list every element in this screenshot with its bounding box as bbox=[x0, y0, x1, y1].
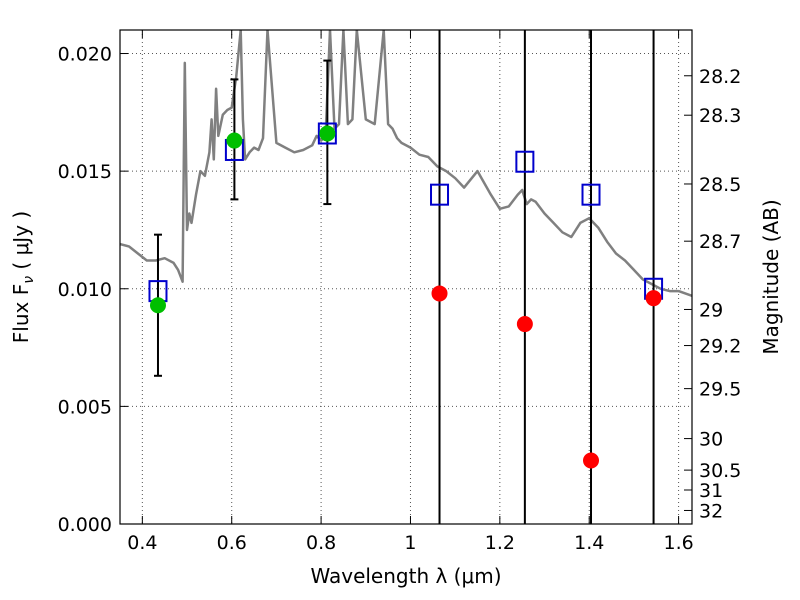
upper-limit-point bbox=[431, 285, 448, 302]
y-axis-label: Flux Fν ( μJy ) bbox=[9, 211, 37, 343]
mag-tick-label: 30 bbox=[699, 429, 723, 451]
y-tick-label: 0.015 bbox=[58, 161, 112, 183]
x-tick-label: 0.4 bbox=[127, 532, 157, 554]
x-tick-label: 1.6 bbox=[663, 532, 693, 554]
upper-limit-point bbox=[516, 316, 533, 333]
model-band-square bbox=[515, 150, 535, 173]
mag-tick-label: 29.5 bbox=[699, 379, 741, 401]
mag-tick-label: 28.5 bbox=[699, 174, 741, 196]
y2-axis-label: Magnitude (AB) bbox=[759, 199, 783, 354]
mag-tick-label: 28.2 bbox=[699, 66, 741, 88]
x-tick-label: 1 bbox=[404, 532, 416, 554]
mag-tick-label: 28.7 bbox=[699, 231, 741, 253]
left-axis: 0.000 0.005 0.010 0.015 0.020 bbox=[58, 44, 128, 536]
observed-point bbox=[149, 297, 166, 314]
x-tick-label: 0.6 bbox=[217, 532, 247, 554]
mag-tick-label: 28.3 bbox=[699, 105, 741, 127]
mag-tick-label: 29.2 bbox=[699, 336, 741, 358]
y-axis-label-sub: ν bbox=[21, 276, 37, 284]
y-tick-label: 0.020 bbox=[58, 44, 112, 66]
x-tick-label: 1.2 bbox=[485, 532, 515, 554]
upper-limit-point bbox=[583, 452, 600, 469]
upper-limit-point bbox=[645, 290, 662, 307]
bottom-axis: 0.4 0.6 0.8 1 1.2 1.4 1.6 bbox=[127, 30, 694, 554]
observed-point bbox=[319, 125, 336, 142]
y-axis-label-units: ( μJy ) bbox=[9, 211, 33, 276]
mag-tick-label: 32 bbox=[699, 500, 723, 522]
model-band-square bbox=[430, 183, 450, 206]
observed-point bbox=[226, 132, 243, 149]
mag-tick-label: 31 bbox=[699, 480, 723, 502]
model-band-square bbox=[581, 183, 601, 206]
y-tick-label: 0.000 bbox=[58, 514, 112, 536]
plot-content bbox=[120, 30, 692, 524]
x-tick-label: 0.8 bbox=[306, 532, 336, 554]
y-axis-label-main: Flux F bbox=[9, 284, 33, 343]
model-spectrum-line bbox=[120, 30, 692, 297]
mag-tick-label: 29 bbox=[699, 299, 723, 321]
plot-frame bbox=[119, 29, 693, 525]
plot-area bbox=[119, 29, 693, 525]
x-tick-label: 1.4 bbox=[574, 532, 604, 554]
x-axis-label: Wavelength λ (μm) bbox=[310, 564, 501, 588]
y-tick-label: 0.010 bbox=[58, 279, 112, 301]
y-tick-label: 0.005 bbox=[58, 396, 112, 418]
mag-tick-label: 30.5 bbox=[699, 460, 741, 482]
model-band-square bbox=[317, 122, 337, 145]
